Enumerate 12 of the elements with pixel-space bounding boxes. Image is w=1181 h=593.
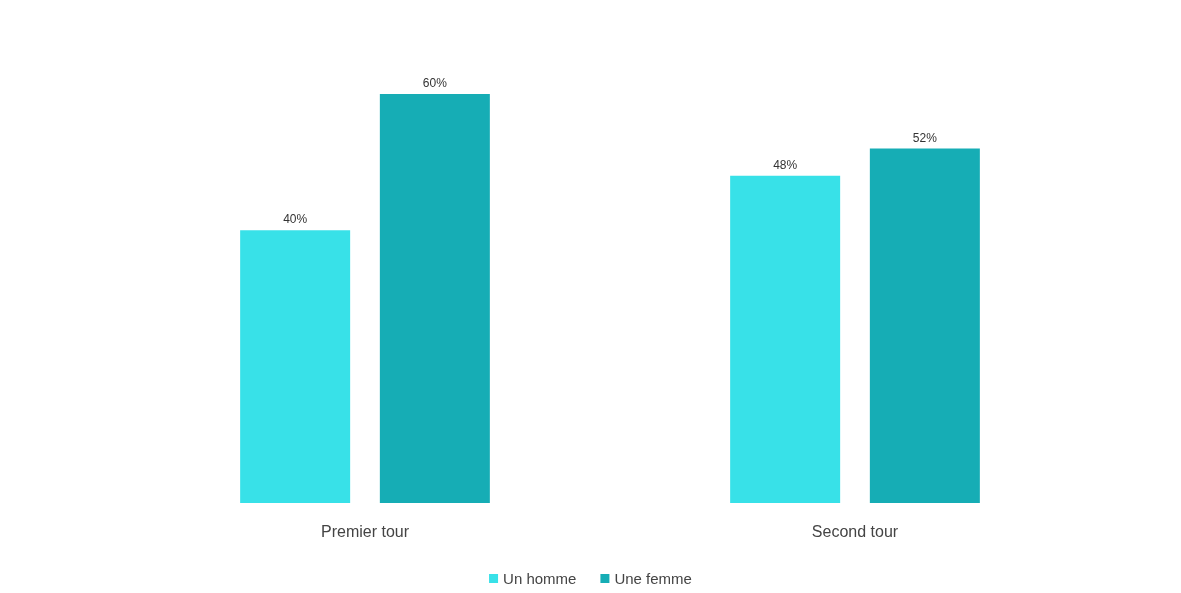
bar	[730, 175, 841, 503]
bar	[379, 94, 490, 503]
x-tick-label: Second tour	[811, 522, 899, 540]
legend-label: Un homme	[503, 570, 577, 587]
data-label: 48%	[773, 157, 798, 172]
legend-label: Une femme	[614, 570, 692, 587]
data-label: 60%	[422, 76, 448, 90]
data-label: 40%	[283, 212, 308, 227]
bar	[869, 148, 980, 503]
x-tick-label: Premier tour	[320, 522, 410, 540]
data-label: 52%	[912, 130, 938, 145]
bar	[240, 230, 351, 503]
